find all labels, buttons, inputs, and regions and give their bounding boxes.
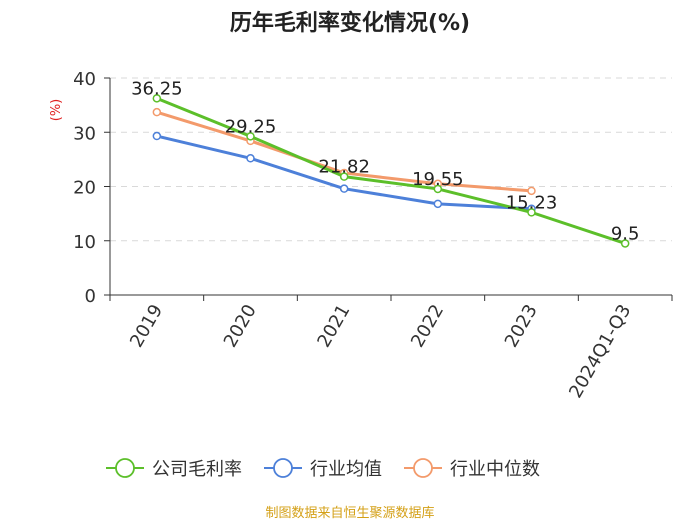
legend-marker (273, 458, 293, 478)
x-tick-label: 2019 (126, 301, 167, 351)
data-point (152, 107, 162, 117)
grid-lines (110, 77, 672, 242)
data-point (152, 131, 162, 141)
y-tick-label: 10 (73, 232, 96, 253)
y-tick-labels: 0 10 20 30 40 (73, 69, 110, 307)
data-point (433, 199, 443, 209)
legend: 公司毛利率 行业均值 行业中位数 (106, 458, 540, 480)
y-tick-label: 30 (73, 123, 96, 144)
data-point (339, 184, 349, 193)
legend-label: 公司毛利率 (152, 459, 242, 480)
data-point (620, 239, 630, 248)
data-label: 15.23 (506, 192, 558, 213)
y-axis-label: (%) (49, 99, 64, 122)
legend-marker (413, 458, 433, 478)
y-tick-label: 20 (73, 178, 96, 199)
x-tick-label: 2021 (313, 301, 354, 351)
data-point (527, 186, 536, 196)
chart-title: 历年毛利率变化情况(%) (230, 10, 470, 36)
data-label: 21.82 (318, 157, 370, 178)
data-label: 19.55 (412, 169, 464, 190)
y-tick-label: 40 (73, 69, 96, 90)
x-tick-label: 2022 (407, 301, 448, 351)
series-line (156, 96, 626, 245)
x-tick-labels: 2019 2020 2021 2022 2023 2024Q1-Q3 (109, 295, 673, 402)
x-tick-label: 2023 (501, 301, 542, 351)
data-point (246, 154, 255, 163)
data-label: 9.5 (611, 223, 640, 244)
source-note: 制图数据来自恒生聚源数据库 (265, 505, 434, 521)
legend-label: 行业中位数 (450, 459, 540, 480)
data-point (152, 94, 162, 103)
data-point (339, 172, 349, 181)
legend-marker (115, 458, 135, 478)
data-point (246, 132, 255, 141)
x-tick-label: 2024Q1-Q3 (565, 301, 635, 402)
y-tick-label: 0 (85, 286, 96, 307)
x-tick-label: 2020 (220, 301, 261, 351)
legend-label: 行业均值 (310, 459, 382, 480)
data-label: 36.25 (131, 78, 183, 99)
series-group (152, 94, 630, 248)
data-point (433, 184, 443, 194)
data-labels: 36.25 29.25 21.82 19.55 15.23 9.5 (131, 78, 639, 244)
data-point (527, 208, 536, 217)
data-label: 29.25 (225, 116, 277, 137)
